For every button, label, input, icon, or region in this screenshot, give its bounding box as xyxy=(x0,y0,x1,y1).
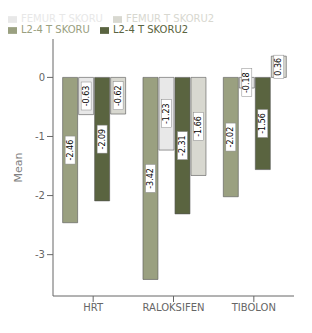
svg-text:RALOKSIFEN: RALOKSIFEN xyxy=(143,302,205,313)
html-text:FEMUR T SKORU2: FEMUR T SKORU2 xyxy=(125,13,215,24)
svg-text:HRT: HRT xyxy=(83,302,104,313)
svg-text:-2.31: -2.31 xyxy=(178,135,187,156)
svg-text:-2: -2 xyxy=(35,190,45,201)
svg-text:-2.02: -2.02 xyxy=(226,127,235,148)
svg-text:-0.62: -0.62 xyxy=(114,85,123,106)
svg-text:Mean: Mean xyxy=(12,152,25,182)
svg-text:-2.09: -2.09 xyxy=(98,129,107,150)
svg-text:TIBOLON: TIBOLON xyxy=(231,302,276,313)
svg-text:-0.18: -0.18 xyxy=(242,72,251,93)
html-text:L2-4 T SKORU2: L2-4 T SKORU2 xyxy=(112,24,189,35)
svg-text:-1: -1 xyxy=(35,131,45,142)
html-text:FEMUR T SKORU: FEMUR T SKORU xyxy=(21,13,103,24)
svg-text:0: 0 xyxy=(39,72,45,83)
svg-text:-1.66: -1.66 xyxy=(194,116,203,137)
svg-text:-1.23: -1.23 xyxy=(162,103,171,124)
svg-text:-2.46: -2.46 xyxy=(66,140,75,161)
html-text:L2-4 T SKORU: L2-4 T SKORU xyxy=(21,24,90,35)
svg-text:-0.63: -0.63 xyxy=(82,86,91,107)
svg-text:-3.42: -3.42 xyxy=(146,168,155,189)
svg-text:0.36: 0.36 xyxy=(274,58,283,76)
svg-text:-1.56: -1.56 xyxy=(258,113,267,134)
svg-text:-3: -3 xyxy=(35,249,45,260)
